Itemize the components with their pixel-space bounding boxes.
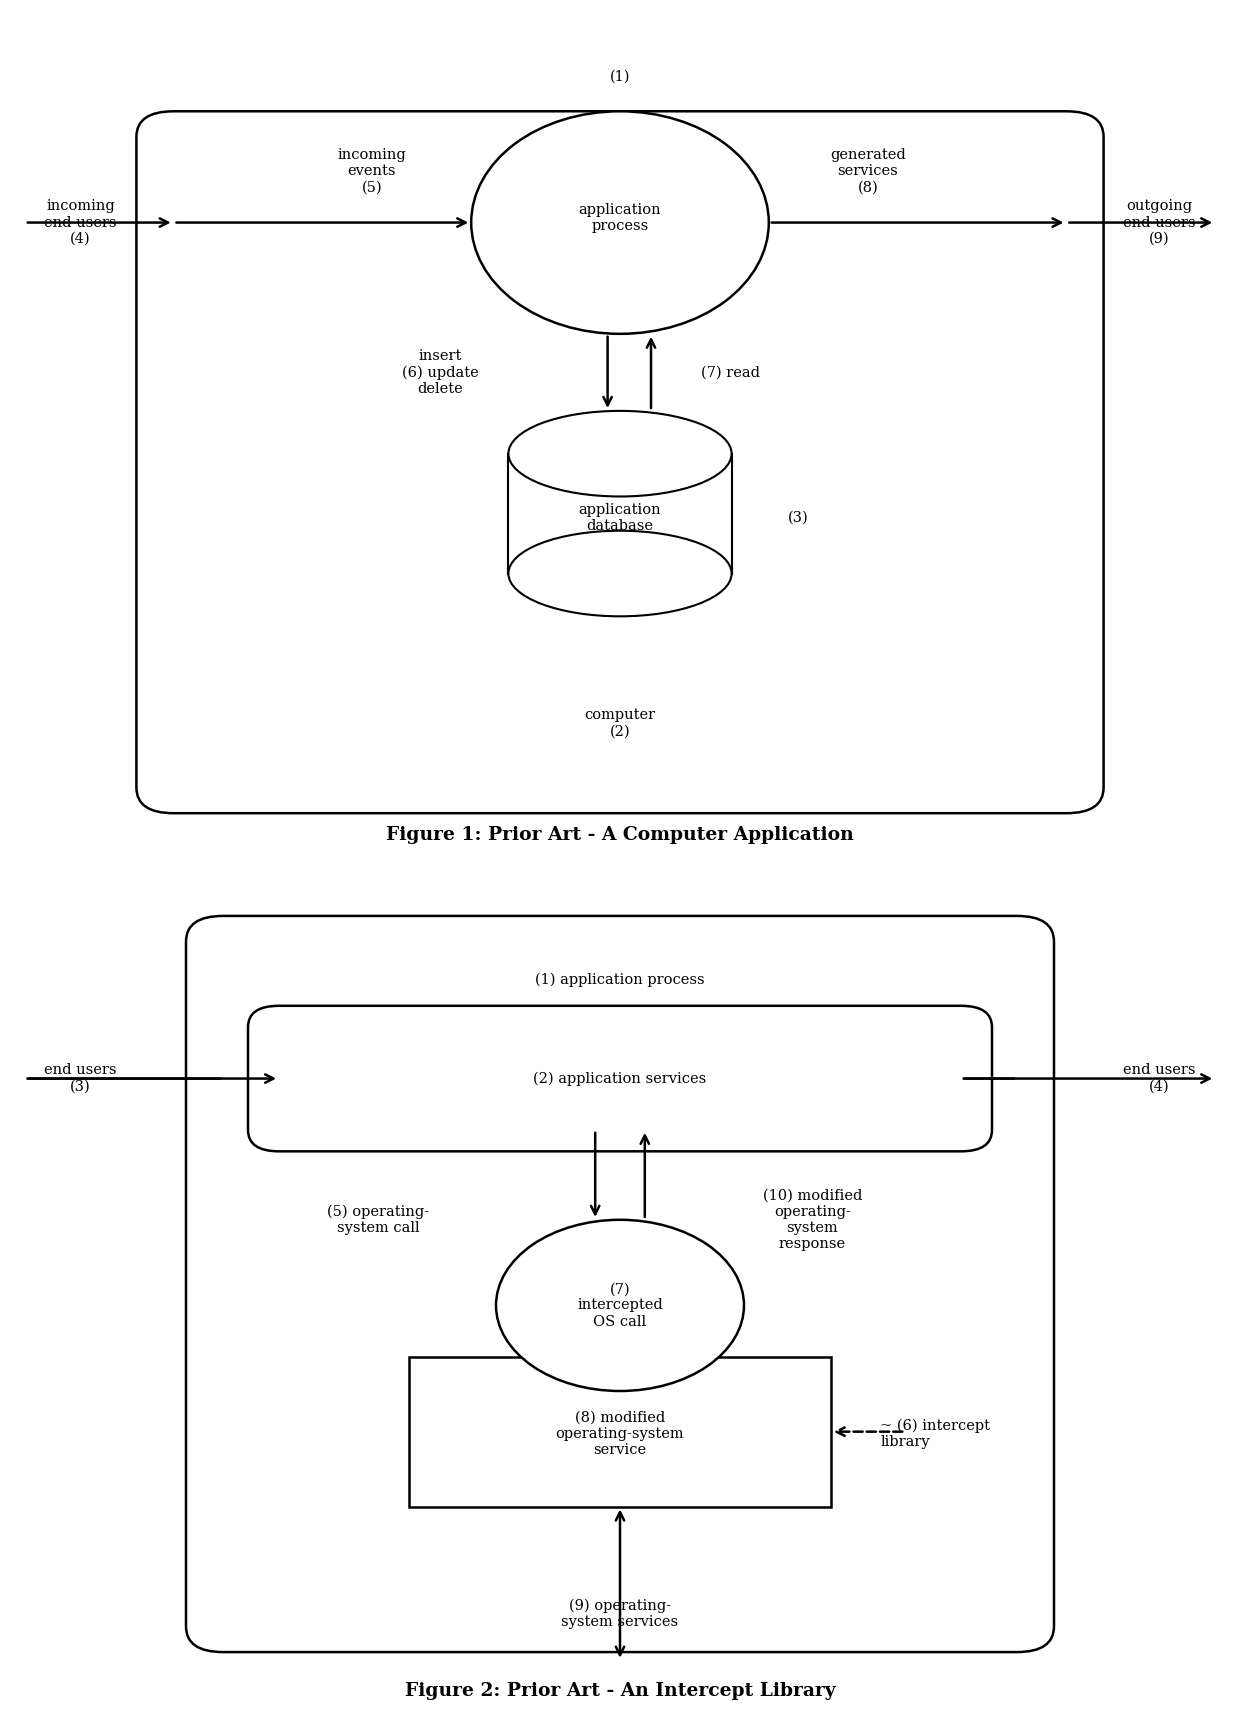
- Text: (7) read: (7) read: [701, 365, 760, 380]
- Text: (2) application services: (2) application services: [533, 1072, 707, 1085]
- Text: (9) operating-
system services: (9) operating- system services: [562, 1599, 678, 1628]
- Text: generated
services
(8): generated services (8): [830, 147, 906, 195]
- Bar: [409, 1356, 831, 1507]
- Text: (8) modified
operating-system
service: (8) modified operating-system service: [556, 1411, 684, 1457]
- Ellipse shape: [471, 111, 769, 334]
- Text: computer
(2): computer (2): [584, 709, 656, 738]
- Text: application
process: application process: [579, 204, 661, 233]
- Bar: [508, 454, 732, 574]
- Text: end users
(4): end users (4): [1123, 1063, 1195, 1094]
- Text: Figure 1: Prior Art - A Computer Application: Figure 1: Prior Art - A Computer Applica…: [386, 825, 854, 844]
- Text: (1): (1): [610, 70, 630, 84]
- Text: ~ (6) intercept
library: ~ (6) intercept library: [880, 1419, 991, 1448]
- Text: Figure 2: Prior Art - An Intercept Library: Figure 2: Prior Art - An Intercept Libra…: [404, 1681, 836, 1700]
- Text: (10) modified
operating-
system
response: (10) modified operating- system response: [763, 1188, 862, 1251]
- Text: outgoing
end users
(9): outgoing end users (9): [1123, 199, 1195, 247]
- FancyBboxPatch shape: [248, 1007, 992, 1150]
- Text: end users
(3): end users (3): [45, 1063, 117, 1094]
- Ellipse shape: [508, 411, 732, 496]
- Text: incoming
end users
(4): incoming end users (4): [45, 199, 117, 247]
- Text: (7)
intercepted
OS call: (7) intercepted OS call: [577, 1282, 663, 1329]
- Text: (3): (3): [787, 510, 808, 526]
- Text: application
database: application database: [579, 503, 661, 532]
- Ellipse shape: [496, 1219, 744, 1390]
- Text: (1) application process: (1) application process: [536, 972, 704, 988]
- Ellipse shape: [508, 531, 732, 616]
- Text: (5) operating-
system call: (5) operating- system call: [327, 1205, 429, 1234]
- Text: insert
(6) update
delete: insert (6) update delete: [402, 349, 479, 395]
- Text: incoming
events
(5): incoming events (5): [337, 147, 407, 195]
